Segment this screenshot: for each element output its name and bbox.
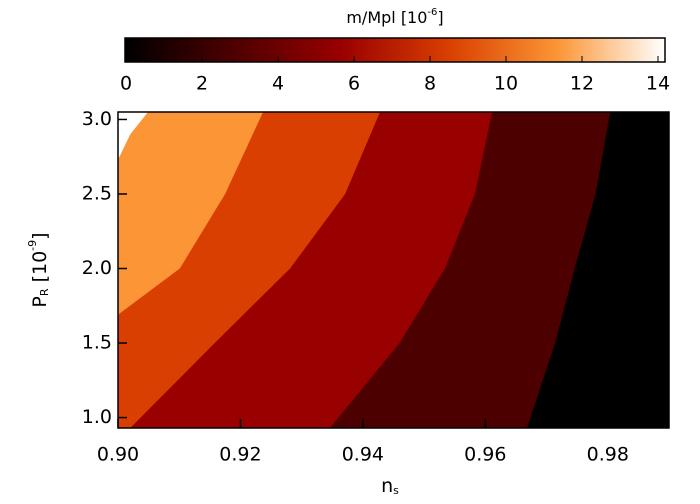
colorbar-tick-label: 6 [348,73,360,95]
y-axis-title-sub: R [38,288,51,296]
colorbar-tick-label: 10 [494,73,518,95]
x-axis-title: ns [381,475,399,498]
y-axis-title: PR [10-9] [26,232,51,307]
plot-area [118,112,669,428]
colorbar-tick-label: 14 [646,73,670,95]
colorbar [124,37,666,63]
y-axis-title-end: ] [29,232,51,239]
x-tick-label: 0.92 [219,444,261,466]
colorbar-title-end: ] [437,8,443,27]
x-tick-label: 0.90 [97,444,139,466]
y-axis-title-sup: -9 [26,240,39,251]
x-axis-title-text: n [381,475,393,497]
y-axis-title-text: P [29,296,51,307]
colorbar-title-text: m/Mpl [10 [346,8,427,27]
colorbar-tick-label: 8 [424,73,436,95]
y-tick-label: 2.0 [82,257,112,279]
plot-frame [117,111,670,429]
colorbar-title-sup: -6 [427,7,437,18]
x-axis-title-sub: s [393,484,399,497]
colorbar-tick-label: 0 [120,73,132,95]
y-tick-label: 3.0 [82,108,112,130]
contour-region [118,112,148,160]
x-tick-label: 0.94 [342,444,384,466]
contour-region [118,112,264,315]
y-axis-title-mid: [10 [29,251,51,289]
colorbar-tick-label: 12 [570,73,594,95]
x-tick-label: 0.98 [587,444,629,466]
y-tick-label: 2.5 [82,182,112,204]
colorbar-tick-label: 2 [196,73,208,95]
colorbar-tick-label: 4 [272,73,284,95]
y-tick-label: 1.0 [82,406,112,428]
y-tick-label: 1.5 [82,332,112,354]
x-tick-label: 0.96 [464,444,506,466]
colorbar-title: m/Mpl [10-6] [346,7,443,27]
